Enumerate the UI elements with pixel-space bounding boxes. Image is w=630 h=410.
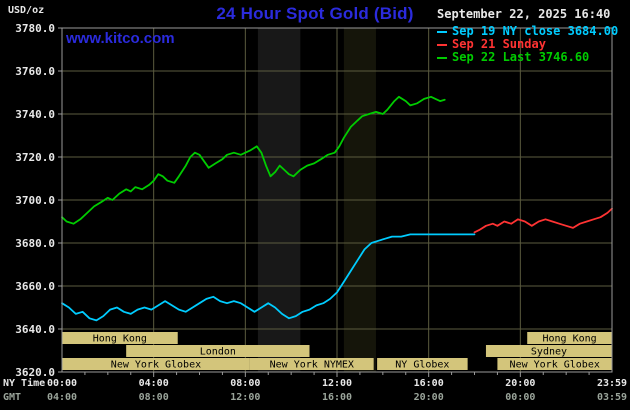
session-box	[377, 358, 468, 370]
legend-label: Sep 19 NY close 3684.00	[452, 24, 619, 38]
page-title: 24 Hour Spot Gold (Bid)	[216, 4, 414, 23]
x-axis-label: 20:00	[505, 378, 535, 389]
legend-item-1: Sep 21 Sunday	[437, 38, 618, 51]
x-axis-label: 08:00	[139, 392, 169, 403]
legend-dash-icon	[437, 30, 447, 33]
session-box	[62, 332, 178, 344]
session-box	[527, 332, 612, 344]
x-axis-label: 08:00	[230, 378, 260, 389]
session-label: Hong Kong	[543, 334, 597, 345]
session-label: Sydney	[531, 347, 567, 358]
legend-dash-icon	[437, 43, 447, 46]
x-axis-label: 03:59	[597, 392, 627, 403]
session-label: New York NYMEX	[270, 360, 354, 371]
x-axis-label: 04:00	[139, 378, 169, 389]
y-axis-label: 3660.0	[15, 280, 55, 293]
legend-item-0: Sep 19 NY close 3684.00	[437, 25, 618, 38]
legend-dash-icon	[437, 56, 447, 59]
session-box	[497, 358, 612, 370]
series-line-sep-22	[61, 95, 446, 225]
x-axis-label: 20:00	[414, 392, 444, 403]
session-box	[485, 345, 612, 357]
kitco-link[interactable]: www.kitco.com	[66, 30, 175, 47]
y-axis-label: 3760.0	[15, 65, 55, 78]
series-line-sep-21-sunday	[473, 207, 613, 234]
y-axis-label: 3620.0	[15, 366, 55, 379]
y-axis-label: 3740.0	[15, 108, 55, 121]
y-axis-label: 3700.0	[15, 194, 55, 207]
x-axis-label: 16:00	[414, 378, 444, 389]
x-axis-row-name: NY Time	[3, 377, 45, 389]
y-axis-label: 3780.0	[15, 22, 55, 35]
legend-label: Sep 21 Sunday	[452, 37, 546, 51]
y-axis-label: 3640.0	[15, 323, 55, 336]
session-label: London	[200, 347, 236, 358]
x-axis-label: 16:00	[322, 392, 352, 403]
y-axis-label: 3720.0	[15, 151, 55, 164]
datetime-label: September 22, 2025 16:40	[437, 7, 611, 21]
x-axis-label: 00:00	[505, 392, 535, 403]
x-axis-label: 00:00	[47, 378, 77, 389]
session-label: New York Globex	[510, 360, 600, 371]
session-box	[249, 358, 374, 370]
session-label: New York Globex	[111, 360, 201, 371]
x-axis-label: 12:00	[322, 378, 352, 389]
x-axis-label: 23:59	[597, 378, 627, 389]
session-box	[62, 358, 250, 370]
legend-label: Sep 22 Last 3746.60	[452, 50, 590, 64]
session-label: Hong Kong	[93, 334, 147, 345]
session-label: NY Globex	[395, 360, 449, 371]
x-axis-label: 04:00	[47, 392, 77, 403]
legend-item-2: Sep 22 Last 3746.60	[437, 51, 618, 64]
x-axis-label: 12:00	[230, 392, 260, 403]
x-axis-row-name: GMT	[3, 392, 21, 403]
session-box	[126, 345, 310, 357]
legend: Sep 19 NY close 3684.00 Sep 21 Sunday Se…	[437, 25, 618, 64]
series-line-sep-19-ny-close	[61, 233, 476, 322]
unit-label: USD/oz	[8, 5, 45, 16]
y-axis-label: 3680.0	[15, 237, 55, 250]
